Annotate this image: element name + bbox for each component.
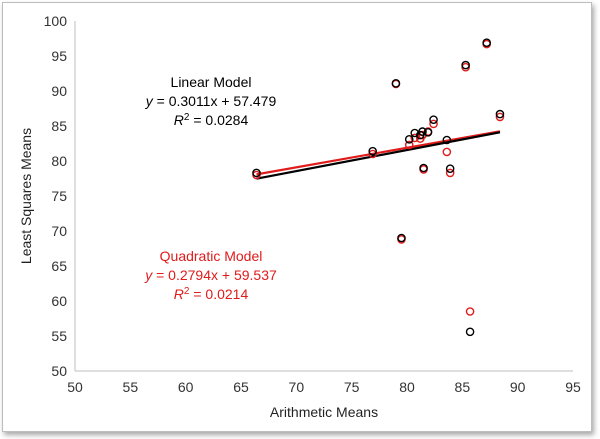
quadratic-r2-sup: 2 [184, 286, 190, 297]
quadratic-model-title: Quadratic Model [160, 248, 263, 264]
linear-data-point [429, 115, 438, 124]
y-tick-label: 95 [51, 48, 67, 64]
linear-data-point [461, 60, 470, 70]
x-tick-label: 70 [289, 379, 305, 395]
quadratic-data-point [429, 119, 438, 129]
y-tick-label: 70 [51, 223, 67, 239]
x-tick-label: 95 [565, 379, 581, 395]
y-axis-title: Least Squares Means [18, 128, 34, 264]
linear-data-point [445, 164, 455, 173]
linear-data-point [410, 128, 420, 138]
x-tick-label: 65 [233, 379, 249, 395]
x-tick-labels: 50 55 60 65 70 75 80 85 90 95 [67, 379, 581, 395]
x-axis-title: Arithmetic Means [270, 404, 378, 420]
y-tick-label: 50 [51, 363, 67, 379]
trendlines [256, 130, 501, 180]
quadratic-data-point [442, 147, 452, 157]
x-tick-label: 85 [455, 379, 471, 395]
quadratic-data-point [465, 307, 475, 316]
linear-data-point [495, 109, 505, 119]
scatter-chart: 50 55 60 65 70 75 80 85 90 95 50 55 60 65 70 75 80 85 90 9… [18, 13, 581, 420]
y-tick-labels: 50 55 60 65 70 75 80 85 90 95 100 [44, 13, 68, 379]
quadratic-data-point [404, 140, 414, 150]
axes: 50 55 60 65 70 75 80 85 90 95 50 55 60 65 70 75 80 85 90 9… [44, 13, 581, 395]
quadratic-data-point [445, 168, 455, 178]
quadratic-equation-lhs: y [144, 267, 153, 283]
quadratic-model-r2: R2 = 0.0214 [174, 286, 249, 303]
x-tick-label: 75 [344, 379, 360, 395]
linear-r2-sup: 2 [184, 112, 190, 123]
linear-data-point [423, 128, 433, 137]
linear-data-point [419, 163, 428, 173]
x-tick-label: 80 [399, 379, 415, 395]
linear-data-point [404, 134, 414, 144]
x-tick-label: 55 [123, 379, 139, 395]
x-tick-label: 90 [510, 379, 526, 395]
linear-data-point [482, 38, 491, 48]
y-tick-label: 80 [51, 153, 67, 169]
quadratic-equation-rhs: = 0.2794x + 59.537 [152, 267, 277, 283]
linear-model-equation: y = 0.3011x + 57.479 [145, 93, 277, 109]
data-points [252, 38, 505, 337]
linear-data-point [397, 233, 406, 243]
y-tick-label: 85 [51, 118, 67, 134]
quadratic-r2-rhs: = 0.0214 [189, 286, 248, 302]
linear-model-title: Linear Model [171, 74, 252, 90]
linear-r2-rhs: = 0.0284 [189, 112, 248, 128]
linear-data-point [465, 327, 475, 337]
linear-data-point [368, 146, 377, 156]
linear-equation-lhs: y [145, 93, 154, 109]
linear-model-annotation: Linear Model y = 0.3011x + 57.479 R2 = 0… [145, 74, 277, 128]
y-tick-label: 55 [51, 328, 67, 344]
linear-trendline [256, 131, 501, 180]
quadratic-trendline [256, 130, 501, 176]
quadratic-r2-lhs: R [174, 286, 184, 302]
y-tick-label: 90 [51, 83, 67, 99]
x-tick-label: 50 [67, 379, 83, 395]
linear-equation-rhs: = 0.3011x + 57.479 [153, 93, 277, 109]
linear-r2-lhs: R [174, 112, 184, 128]
quadratic-data-point [368, 149, 377, 159]
linear-data-point [391, 79, 401, 88]
chart-frame: 50 55 60 65 70 75 80 85 90 95 50 55 60 65 70 75 80 85 90 9… [2, 2, 592, 432]
linear-data-point [442, 135, 452, 145]
linear-model-r2: R2 = 0.0284 [174, 112, 249, 129]
y-tick-label: 100 [44, 13, 68, 29]
quadratic-data-point [495, 112, 505, 122]
quadratic-model-equation: y = 0.2794x + 59.537 [144, 267, 277, 283]
y-tick-label: 65 [51, 258, 67, 274]
linear-data-point [252, 168, 261, 178]
y-tick-label: 75 [51, 188, 67, 204]
quadratic-model-annotation: Quadratic Model y = 0.2794x + 59.537 R2 … [144, 248, 277, 302]
x-tick-label: 60 [178, 379, 194, 395]
linear-data-point [418, 127, 427, 136]
y-tick-label: 60 [51, 293, 67, 309]
